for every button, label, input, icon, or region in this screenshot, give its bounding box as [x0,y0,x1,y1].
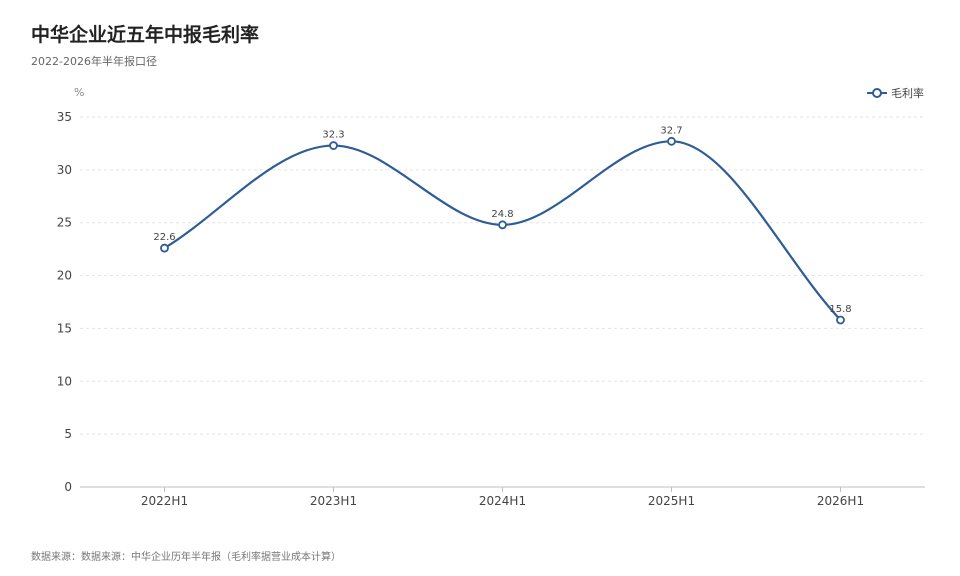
y-tick-label: 10 [57,374,72,388]
data-label: 32.3 [322,130,344,141]
source-note: 数据来源：数据来源：中华企业历年半年报（毛利率据营业成本计算） [31,552,341,563]
data-point [667,136,676,146]
y-tick-label: 5 [64,427,72,441]
legend[interactable]: 毛利率 [867,85,924,101]
x-tick-label: 2026H1 [817,494,864,508]
x-tick-label: 2024H1 [479,494,526,508]
data-point [498,220,507,230]
y-tick-label: 0 [64,480,72,494]
y-tick-label: 30 [57,163,72,177]
y-tick-label: 25 [57,216,72,230]
data-label: 24.8 [491,209,513,220]
y-axis-unit: % [74,86,85,99]
y-tick-label: 35 [57,110,72,124]
x-tick-label: 2025H1 [648,494,695,508]
legend-marker-icon [867,88,887,98]
y-tick-label: 15 [57,321,72,335]
data-point [836,315,845,325]
chart-subtitle: 2022-2026年半年报口径 [31,55,157,68]
y-tick-label: 20 [57,269,72,283]
series-line [163,140,842,321]
data-label: 32.7 [660,125,682,136]
legend-label: 毛利率 [891,87,924,100]
x-tick-label: 2023H1 [310,494,357,508]
chart-title: 中华企业近五年中报毛利率 [31,24,260,46]
data-label: 15.8 [829,304,851,315]
data-label: 22.6 [153,232,175,243]
data-point [160,243,169,253]
x-tick-label: 2022H1 [141,494,188,508]
data-point [329,141,338,150]
